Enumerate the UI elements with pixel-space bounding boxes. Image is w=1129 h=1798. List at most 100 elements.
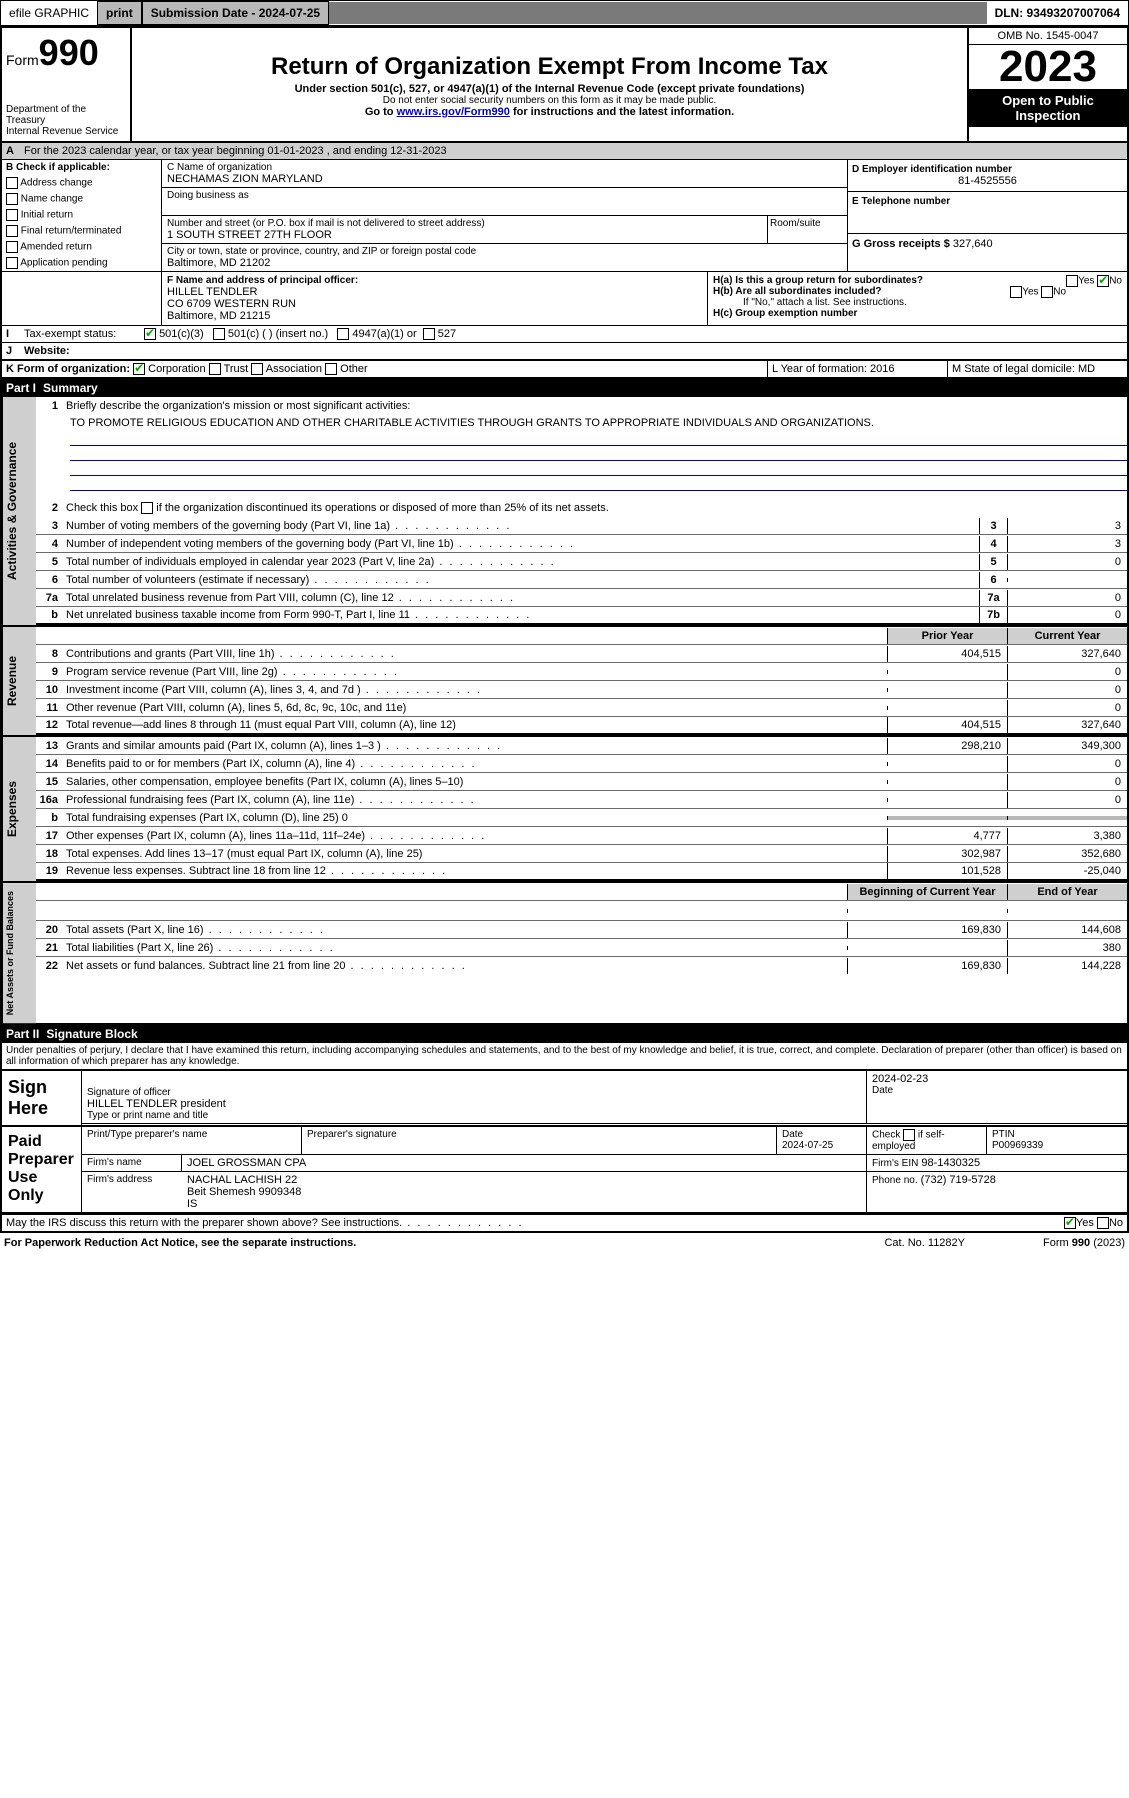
efile-label: efile GRAPHIC bbox=[1, 2, 97, 24]
box-f-label: F Name and address of principal officer: bbox=[167, 275, 702, 286]
line21: Total liabilities (Part X, line 26) bbox=[64, 940, 847, 956]
h-note: If "No," attach a list. See instructions… bbox=[713, 297, 1122, 308]
box-b-amended: Amended return bbox=[2, 239, 161, 255]
line4: Number of independent voting members of … bbox=[64, 536, 979, 552]
box-l: L Year of formation: 2016 bbox=[767, 361, 947, 377]
prep-date: 2024-07-25 bbox=[782, 1140, 833, 1151]
org-city: Baltimore, MD 21202 bbox=[167, 257, 842, 269]
hdr-beg: Beginning of Current Year bbox=[847, 884, 1007, 900]
part2-bar: Part IISignature Block bbox=[0, 1025, 1129, 1043]
line22: Net assets or fund balances. Subtract li… bbox=[64, 958, 847, 974]
line9: Program service revenue (Part VIII, line… bbox=[64, 664, 887, 680]
box-b-pending: Application pending bbox=[2, 255, 161, 271]
officer-addr1: CO 6709 WESTERN RUN bbox=[167, 298, 702, 310]
vtab-revenue: Revenue bbox=[2, 627, 36, 735]
firm-ein: 98-1430325 bbox=[921, 1157, 980, 1169]
form-number: Form990 bbox=[6, 32, 126, 74]
subtitle-1: Under section 501(c), 527, or 4947(a)(1)… bbox=[136, 83, 963, 95]
tax-year: 2023 bbox=[969, 45, 1127, 89]
irs-label: Internal Revenue Service bbox=[6, 126, 126, 137]
box-b-initial: Initial return bbox=[2, 207, 161, 223]
type-name-label: Type or print name and title bbox=[87, 1110, 861, 1121]
ein-value: 81-4525556 bbox=[852, 175, 1123, 187]
box-c-name-label: C Name of organization bbox=[167, 162, 842, 173]
j-row: J Website: bbox=[0, 342, 1129, 360]
subtitle-2: Do not enter social security numbers on … bbox=[136, 95, 963, 106]
line16a: Professional fundraising fees (Part IX, … bbox=[64, 792, 887, 808]
firm-addr2: Beit Shemesh 9909348 bbox=[187, 1186, 861, 1198]
sig-officer-label: Signature of officer bbox=[87, 1087, 861, 1098]
box-m: M State of legal domicile: MD bbox=[947, 361, 1127, 377]
h-a: H(a) Is this a group return for subordin… bbox=[713, 275, 1122, 286]
line16b: Total fundraising expenses (Part IX, col… bbox=[64, 810, 887, 826]
box-b-name: Name change bbox=[2, 191, 161, 207]
open-public-label: Open to Public Inspection bbox=[969, 89, 1127, 127]
line11: Other revenue (Part VIII, column (A), li… bbox=[64, 700, 887, 716]
hdr-end: End of Year bbox=[1007, 884, 1127, 900]
line6: Total number of volunteers (estimate if … bbox=[64, 572, 979, 588]
gross-receipts: 327,640 bbox=[953, 238, 993, 250]
line4-value: 3 bbox=[1007, 536, 1127, 552]
hdr-prior: Prior Year bbox=[887, 628, 1007, 644]
sign-here-block: Sign Here Signature of officer HILLEL TE… bbox=[0, 1069, 1129, 1127]
vtab-netassets: Net Assets or Fund Balances bbox=[2, 883, 36, 1023]
line7a-value: 0 bbox=[1007, 590, 1127, 606]
line20: Total assets (Part X, line 16) bbox=[64, 922, 847, 938]
box-e-label: E Telephone number bbox=[852, 196, 1123, 207]
top-toolbar: efile GRAPHIC print Submission Date - 20… bbox=[0, 0, 1129, 26]
cat-no: Cat. No. 11282Y bbox=[880, 1235, 969, 1251]
box-b-addr: Address change bbox=[2, 175, 161, 191]
mission-text: TO PROMOTE RELIGIOUS EDUCATION AND OTHER… bbox=[36, 415, 1127, 431]
vtab-expenses: Expenses bbox=[2, 737, 36, 881]
box-b-title: B Check if applicable: bbox=[2, 160, 161, 175]
footer-row: For Paperwork Reduction Act Notice, see … bbox=[0, 1233, 1129, 1253]
sign-date-label: Date bbox=[872, 1085, 1122, 1096]
line19: Revenue less expenses. Subtract line 18 … bbox=[64, 863, 887, 879]
line-a: A For the 2023 calendar year, or tax yea… bbox=[0, 143, 1129, 160]
dept-label: Department of the Treasury bbox=[6, 104, 126, 126]
firm-name: JOEL GROSSMAN CPA bbox=[182, 1155, 867, 1171]
line15: Salaries, other compensation, employee b… bbox=[64, 774, 887, 790]
line3-value: 3 bbox=[1007, 518, 1127, 534]
box-d-label: D Employer identification number bbox=[852, 164, 1123, 175]
h-c: H(c) Group exemption number bbox=[713, 308, 1122, 319]
line6-value bbox=[1007, 578, 1127, 582]
sign-date: 2024-02-23 bbox=[872, 1073, 1122, 1085]
line8: Contributions and grants (Part VIII, lin… bbox=[64, 646, 887, 662]
vtab-governance: Activities & Governance bbox=[2, 397, 36, 625]
line5-value: 0 bbox=[1007, 554, 1127, 570]
firm-addr3: IS bbox=[187, 1198, 861, 1210]
line13: Grants and similar amounts paid (Part IX… bbox=[64, 738, 887, 754]
hdr-curr: Current Year bbox=[1007, 628, 1127, 644]
firm-phone: (732) 719-5728 bbox=[921, 1174, 996, 1186]
dba-label: Doing business as bbox=[167, 190, 842, 201]
prep-check: Check if self-employed bbox=[867, 1127, 987, 1154]
sign-here-label: Sign Here bbox=[2, 1071, 82, 1125]
prep-col1: Print/Type preparer's name bbox=[82, 1127, 302, 1154]
line7b: Net unrelated business taxable income fr… bbox=[64, 607, 979, 623]
line14: Benefits paid to or for members (Part IX… bbox=[64, 756, 887, 772]
firm-addr1: NACHAL LACHISH 22 bbox=[187, 1174, 861, 1186]
line18: Total expenses. Add lines 13–17 (must eq… bbox=[64, 846, 887, 862]
org-address: 1 SOUTH STREET 27TH FLOOR bbox=[167, 229, 762, 241]
entity-block: B Check if applicable: Address change Na… bbox=[0, 160, 1129, 271]
org-name: NECHAMAS ZION MARYLAND bbox=[167, 173, 842, 185]
prep-col2: Preparer's signature bbox=[302, 1127, 777, 1154]
room-label: Room/suite bbox=[767, 216, 847, 243]
h-b: H(b) Are all subordinates included? Yes … bbox=[713, 286, 1122, 297]
subtitle-3: Go to www.irs.gov/Form990 for instructio… bbox=[136, 106, 963, 118]
ptin-value: P00969339 bbox=[992, 1140, 1043, 1151]
line5: Total number of individuals employed in … bbox=[64, 554, 979, 570]
line17: Other expenses (Part IX, column (A), lin… bbox=[64, 828, 887, 844]
addr-label: Number and street (or P.O. box if mail i… bbox=[167, 218, 762, 229]
print-button[interactable]: print bbox=[97, 1, 142, 25]
city-label: City or town, state or province, country… bbox=[167, 246, 842, 257]
dln-label: DLN: 93493207007064 bbox=[987, 2, 1128, 24]
submission-date-button[interactable]: Submission Date - 2024-07-25 bbox=[142, 1, 329, 25]
officer-name: HILLEL TENDLER bbox=[167, 286, 702, 298]
box-g-label: G Gross receipts $ bbox=[852, 238, 950, 250]
part1-bar: Part ISummary bbox=[0, 379, 1129, 397]
line2: Check this box if the organization disco… bbox=[64, 500, 1127, 516]
toolbar-spacer bbox=[329, 2, 986, 24]
irs-link[interactable]: www.irs.gov/Form990 bbox=[397, 106, 510, 118]
